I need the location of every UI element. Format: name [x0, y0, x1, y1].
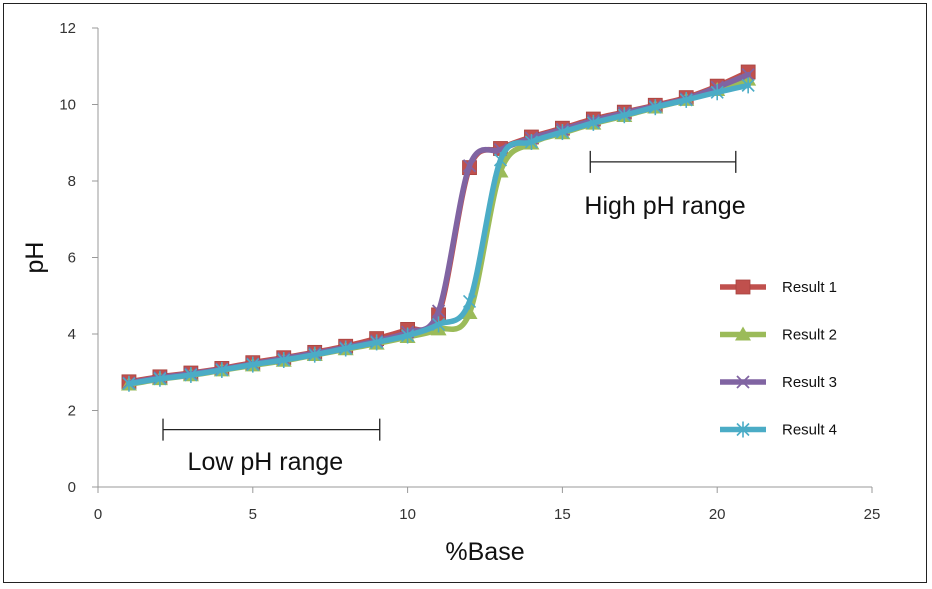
data-point	[679, 91, 693, 108]
range-label: High pH range	[584, 192, 745, 220]
data-point	[215, 361, 229, 378]
y-tick-label: 8	[68, 173, 76, 190]
x-tick-label: 5	[249, 506, 257, 523]
data-point	[741, 77, 755, 94]
series	[120, 64, 757, 392]
y-axis-title: pH	[21, 242, 49, 274]
data-point	[524, 133, 539, 150]
data-point	[153, 370, 167, 387]
y-tick-label: 6	[68, 250, 76, 267]
data-point	[184, 366, 198, 383]
y-tick-label: 10	[59, 97, 76, 114]
legend-marker	[735, 326, 751, 341]
data-point	[555, 124, 569, 141]
legend-label: Result 3	[782, 374, 837, 391]
x-tick-label: 0	[94, 506, 102, 523]
y-tick-label: 2	[68, 403, 76, 420]
y-tick-label: 0	[68, 479, 76, 496]
y-tick-label: 12	[59, 20, 76, 37]
data-point	[617, 107, 631, 124]
range-annotation: High pH range	[584, 150, 746, 220]
data-point	[710, 84, 724, 101]
series-1	[121, 64, 756, 390]
legend-label: Result 1	[782, 279, 837, 296]
range-label: Low pH range	[188, 448, 344, 476]
data-point	[462, 293, 477, 310]
data-point	[308, 346, 322, 363]
data-point	[339, 340, 353, 357]
data-point	[122, 375, 136, 392]
series-line	[126, 82, 751, 387]
legend-item: Result 2	[720, 326, 837, 344]
chart-frame	[3, 3, 927, 583]
x-tick-label: 15	[554, 506, 571, 523]
legend-marker	[736, 421, 750, 438]
series-3	[122, 68, 755, 390]
x-tick-label: 10	[399, 506, 416, 523]
data-point	[370, 334, 384, 351]
data-point	[401, 327, 415, 344]
data-point	[493, 151, 508, 168]
x-tick-label: 20	[709, 506, 726, 523]
data-point	[246, 356, 260, 373]
legend-item: Result 4	[720, 421, 837, 439]
series-line	[126, 71, 751, 386]
data-point	[277, 352, 291, 369]
ticks: 0 2 4 6 8 10 12 0 5 10 15 20 25	[59, 20, 880, 523]
legend-marker	[735, 279, 751, 295]
data-point	[648, 99, 662, 116]
data-point	[741, 68, 755, 82]
data-point	[431, 316, 446, 333]
range-annotation: Low pH range	[162, 418, 381, 476]
legend-label: Result 2	[782, 327, 837, 344]
legend-marker	[736, 375, 750, 389]
data-point	[431, 304, 446, 318]
legend-item: Result 1	[720, 279, 837, 296]
y-tick-label: 4	[68, 326, 76, 343]
legend-label: Result 4	[782, 422, 837, 439]
data-point	[462, 159, 477, 173]
data-point	[461, 304, 478, 319]
legend: Result 1 Result 2 Result 3 Result 4	[720, 279, 837, 439]
x-axis-title: %Base	[445, 538, 524, 566]
series-4	[122, 77, 755, 392]
annotations: Low pH range High pH range	[162, 150, 746, 476]
data-point	[586, 114, 600, 131]
x-tick-label: 25	[864, 506, 881, 523]
series-2	[120, 71, 757, 391]
series-line	[126, 76, 751, 388]
legend-item: Result 3	[720, 374, 837, 391]
